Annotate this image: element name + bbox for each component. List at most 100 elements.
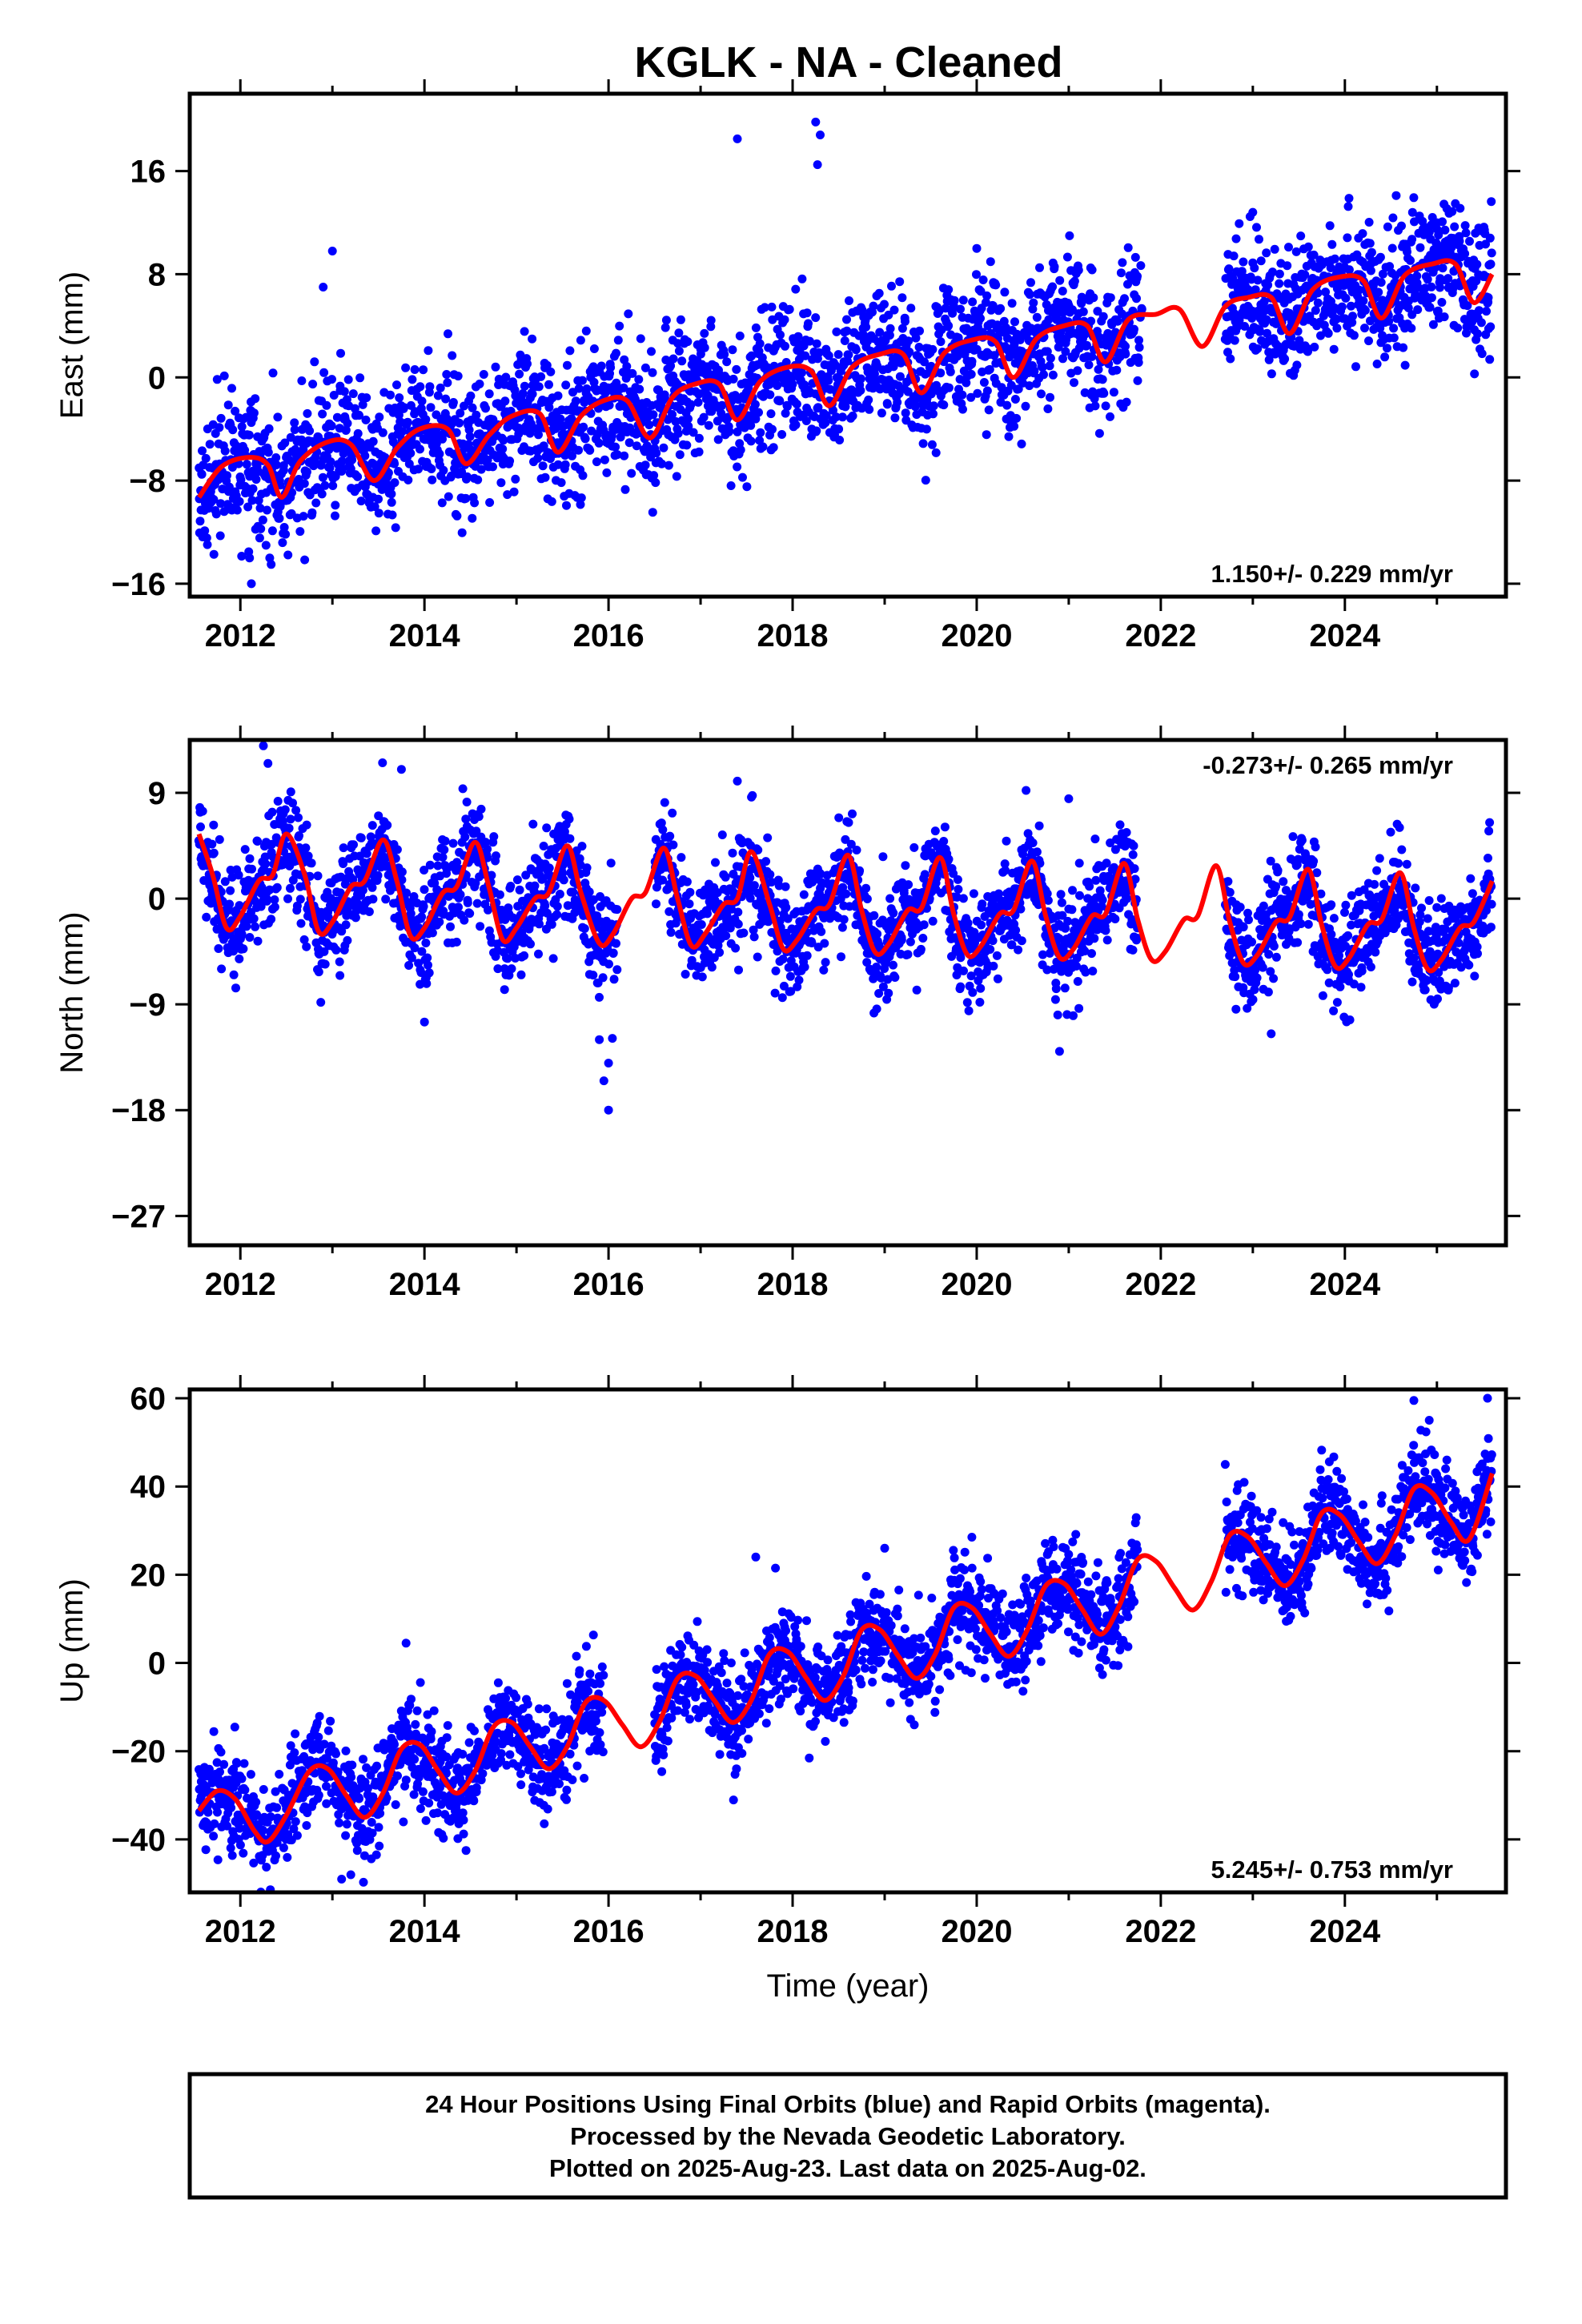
data-point [1094,332,1103,342]
data-point [677,853,686,862]
data-point [1051,984,1061,994]
data-point [874,940,884,950]
data-point [1002,836,1011,846]
data-point [286,814,295,824]
data-point [425,382,435,392]
data-point [397,867,407,877]
data-point [307,858,316,868]
data-point [267,560,276,569]
data-point [1048,282,1058,292]
data-point [331,945,341,955]
data-point [483,455,492,464]
data-point [581,326,591,336]
data-point [666,361,676,371]
data-point [1262,315,1271,324]
data-point [1440,225,1450,235]
data-point [994,889,1003,899]
data-point [387,489,396,499]
data-point [700,343,709,352]
data-point [1032,312,1042,322]
data-point [1313,288,1323,298]
data-point [1121,341,1130,351]
data-point [889,362,898,372]
data-point [455,418,464,428]
x-tick-label: 2016 [573,618,644,653]
data-point [1311,306,1320,316]
data-point [236,475,246,485]
data-point [889,960,897,970]
data-point [786,987,796,996]
data-point [579,422,588,432]
data-point [604,959,613,969]
data-point [767,302,777,312]
data-point [735,332,745,340]
data-point [654,385,664,395]
data-point [485,498,495,507]
data-point [736,445,745,455]
data-point [711,858,720,867]
data-point [197,469,207,479]
data-point [299,479,309,489]
data-point [457,528,467,537]
data-point [841,889,851,899]
x-tick-label: 2012 [205,618,276,653]
data-point [1055,275,1065,285]
data-point [466,391,476,400]
data-point [640,363,650,372]
data-point [355,373,365,383]
data-point [903,950,913,959]
data-point [1058,287,1067,296]
data-point [904,336,913,346]
data-point [982,291,992,300]
data-point [337,456,347,466]
data-point [1292,360,1302,370]
data-point [897,935,906,945]
data-point [844,350,853,360]
data-point [1080,947,1090,956]
data-point [1060,983,1070,993]
data-point [1078,307,1088,316]
data-point [668,410,677,419]
data-point [556,414,565,424]
data-point [885,324,895,333]
data-point [1025,381,1034,391]
data-point [841,402,850,412]
data-point [397,427,407,436]
data-point [307,508,317,517]
data-point [703,909,712,919]
x-tick-label: 2024 [1309,618,1381,653]
data-point [750,400,760,409]
data-point [553,460,563,469]
data-point [717,830,727,839]
data-point [1073,366,1082,376]
data-point [807,939,817,947]
data-point [878,852,888,862]
data-point [370,502,379,512]
data-point [406,909,416,919]
data-point [1068,886,1077,895]
data-point [476,922,485,931]
data-point [339,387,349,396]
data-point [802,951,812,960]
data-point [1134,358,1143,368]
data-point [640,460,650,470]
data-point [843,356,853,366]
data-point [697,920,706,929]
data-point [1407,324,1416,333]
data-point [416,382,425,392]
data-point [1327,239,1337,249]
data-point [918,934,928,943]
data-point [1355,285,1364,295]
data-point [539,842,548,850]
data-point [817,927,826,936]
data-point [801,351,810,360]
data-point [1050,995,1060,1004]
data-point [299,512,308,521]
data-point [981,298,990,308]
data-point [689,428,698,437]
data-point [538,874,548,883]
data-point [812,426,821,436]
data-point [1482,307,1491,316]
data-point [883,975,893,984]
data-point [273,412,283,422]
